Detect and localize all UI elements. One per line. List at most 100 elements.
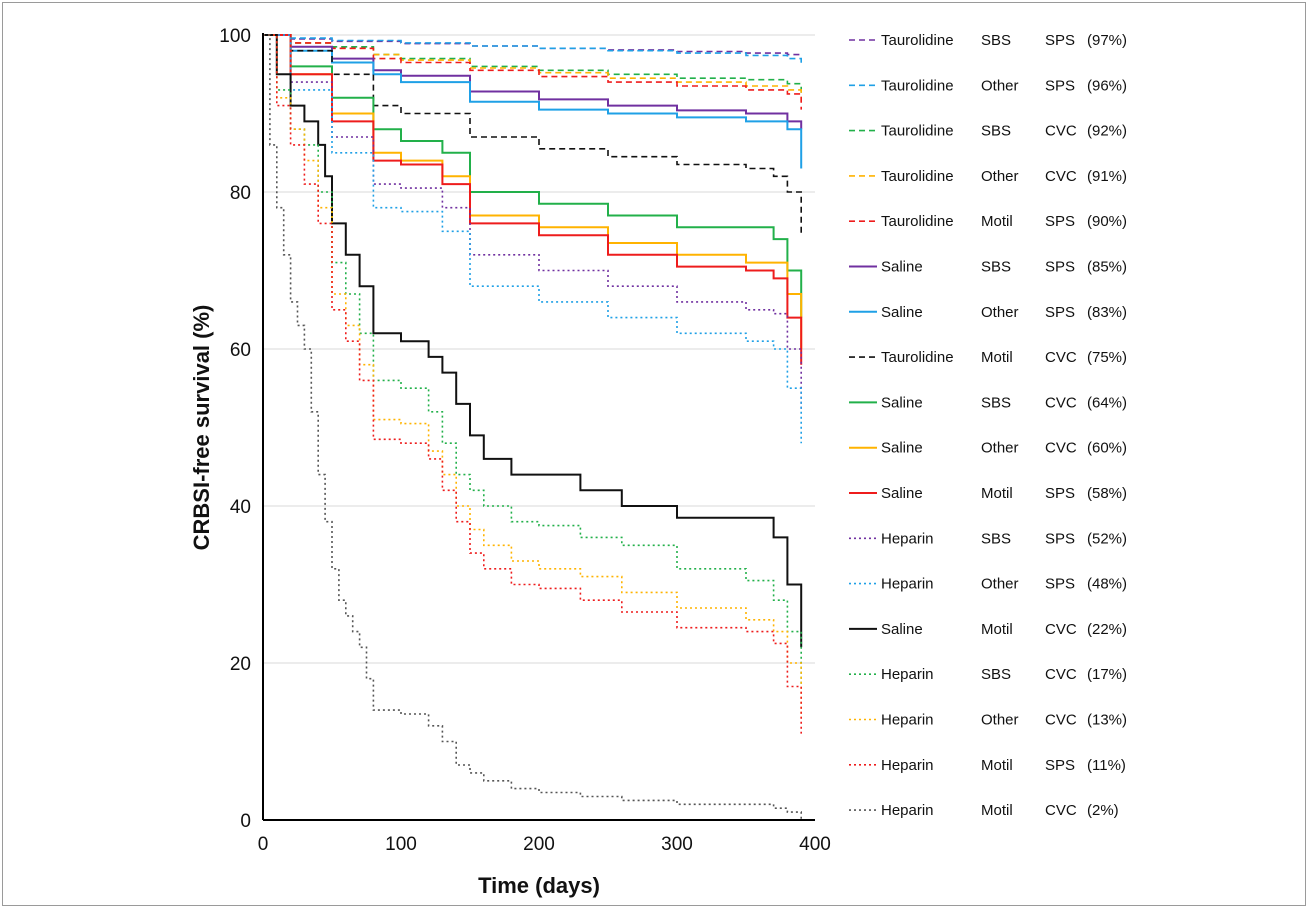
series-line-11	[263, 34, 802, 412]
legend-label: Motil	[981, 802, 1013, 819]
tick-labels: 0 20 40 60 80 100 0 100 200 300 400	[219, 26, 831, 855]
x-tick-label: 200	[523, 834, 555, 855]
legend-label: CVC	[1045, 168, 1077, 185]
legend-label: Saline	[881, 394, 923, 411]
legend-label: SPS	[1045, 77, 1075, 94]
series-line-2	[263, 34, 802, 94]
series-line-10	[263, 34, 803, 365]
legend-label: Taurolidine	[881, 123, 954, 140]
series-line-15	[263, 34, 802, 718]
legend-label: Other	[981, 712, 1019, 729]
legend-label: CVC	[1045, 349, 1077, 366]
legend: Taurolidine SBS SPS (97%) Taurolidine Other SP…	[849, 32, 1127, 819]
legend-label: CVC	[1045, 440, 1077, 457]
legend-label: CVC	[1045, 394, 1077, 411]
legend-item: Taurolidine Other SPS (96%)	[849, 77, 1127, 94]
legend-label: (2%)	[1087, 802, 1119, 819]
legend-label: (90%)	[1087, 213, 1127, 230]
series-line-17	[263, 34, 802, 820]
legend-label: CVC	[1045, 123, 1077, 140]
legend-label: (97%)	[1087, 32, 1127, 49]
legend-label: SBS	[981, 530, 1011, 547]
legend-item: Saline Motil SPS (58%)	[849, 485, 1127, 502]
legend-item: Taurolidine Other CVC (91%)	[849, 168, 1127, 185]
series-line-13	[263, 34, 803, 648]
legend-label: Saline	[881, 259, 923, 276]
legend-label: Heparin	[881, 576, 934, 593]
legend-label: (83%)	[1087, 304, 1127, 321]
legend-label: Saline	[881, 440, 923, 457]
survival-chart: 0 20 40 60 80 100 0 100 200 300 400 Time (days) CR…	[189, 26, 1127, 898]
legend-label: Motil	[981, 485, 1013, 502]
legend-label: (96%)	[1087, 77, 1127, 94]
legend-label: (22%)	[1087, 621, 1127, 638]
legend-item: Heparin Other CVC (13%)	[849, 712, 1127, 729]
legend-label: CVC	[1045, 712, 1077, 729]
legend-item: Taurolidine Motil SPS (90%)	[849, 213, 1127, 230]
axes	[262, 33, 815, 821]
legend-label: Motil	[981, 213, 1013, 230]
legend-label: (52%)	[1087, 530, 1127, 547]
legend-item: Heparin SBS CVC (17%)	[849, 666, 1127, 683]
x-tick-label: 300	[661, 834, 693, 855]
legend-label: (91%)	[1087, 168, 1127, 185]
x-axis-title: Time (days)	[478, 873, 600, 898]
legend-label: Taurolidine	[881, 168, 954, 185]
legend-item: Heparin SBS SPS (52%)	[849, 530, 1127, 547]
legend-label: Other	[981, 77, 1019, 94]
legend-label: Other	[981, 304, 1019, 321]
series-line-9	[263, 34, 803, 349]
legend-label: SPS	[1045, 32, 1075, 49]
legend-label: Taurolidine	[881, 32, 954, 49]
legend-label: Saline	[881, 485, 923, 502]
x-tick-label: 400	[799, 834, 831, 855]
legend-label: SPS	[1045, 304, 1075, 321]
legend-label: SPS	[1045, 757, 1075, 774]
series-line-8	[263, 34, 803, 318]
legend-label: Other	[981, 168, 1019, 185]
legend-item: Heparin Motil SPS (11%)	[849, 757, 1126, 774]
legend-item: Taurolidine Motil CVC (75%)	[849, 349, 1127, 366]
legend-label: SPS	[1045, 259, 1075, 276]
legend-label: (60%)	[1087, 440, 1127, 457]
legend-label: SBS	[981, 123, 1011, 140]
legend-label: (85%)	[1087, 259, 1127, 276]
legend-label: Saline	[881, 304, 923, 321]
series-line-14	[263, 34, 802, 687]
legend-label: Motil	[981, 349, 1013, 366]
legend-label: Motil	[981, 757, 1013, 774]
legend-item: Saline SBS CVC (64%)	[849, 394, 1127, 411]
legend-label: SBS	[981, 259, 1011, 276]
legend-item: Taurolidine SBS CVC (92%)	[849, 123, 1127, 140]
series-line-16	[263, 34, 802, 734]
legend-label: (64%)	[1087, 394, 1127, 411]
legend-label: SBS	[981, 394, 1011, 411]
legend-label: Motil	[981, 621, 1013, 638]
legend-label: SPS	[1045, 485, 1075, 502]
legend-label: (11%)	[1087, 757, 1126, 774]
x-tick-label: 100	[385, 834, 417, 855]
legend-label: Saline	[881, 621, 923, 638]
y-tick-label: 60	[230, 340, 251, 361]
series-line-1	[263, 34, 802, 64]
series-layer	[263, 34, 803, 820]
legend-label: (92%)	[1087, 123, 1127, 140]
legend-label: Taurolidine	[881, 213, 954, 230]
legend-label: SBS	[981, 666, 1011, 683]
legend-label: SPS	[1045, 213, 1075, 230]
legend-label: CVC	[1045, 666, 1077, 683]
legend-label: (13%)	[1087, 712, 1127, 729]
y-tick-label: 80	[230, 183, 251, 204]
legend-label: Heparin	[881, 802, 934, 819]
legend-item: Saline Other SPS (83%)	[849, 304, 1127, 321]
legend-label: Taurolidine	[881, 349, 954, 366]
legend-label: SPS	[1045, 576, 1075, 593]
series-line-6	[263, 34, 803, 169]
legend-item: Heparin Motil CVC (2%)	[849, 802, 1119, 819]
legend-label: Heparin	[881, 712, 934, 729]
legend-label: CVC	[1045, 621, 1077, 638]
legend-label: Heparin	[881, 530, 934, 547]
x-tick-label: 0	[258, 834, 269, 855]
legend-label: (48%)	[1087, 576, 1127, 593]
